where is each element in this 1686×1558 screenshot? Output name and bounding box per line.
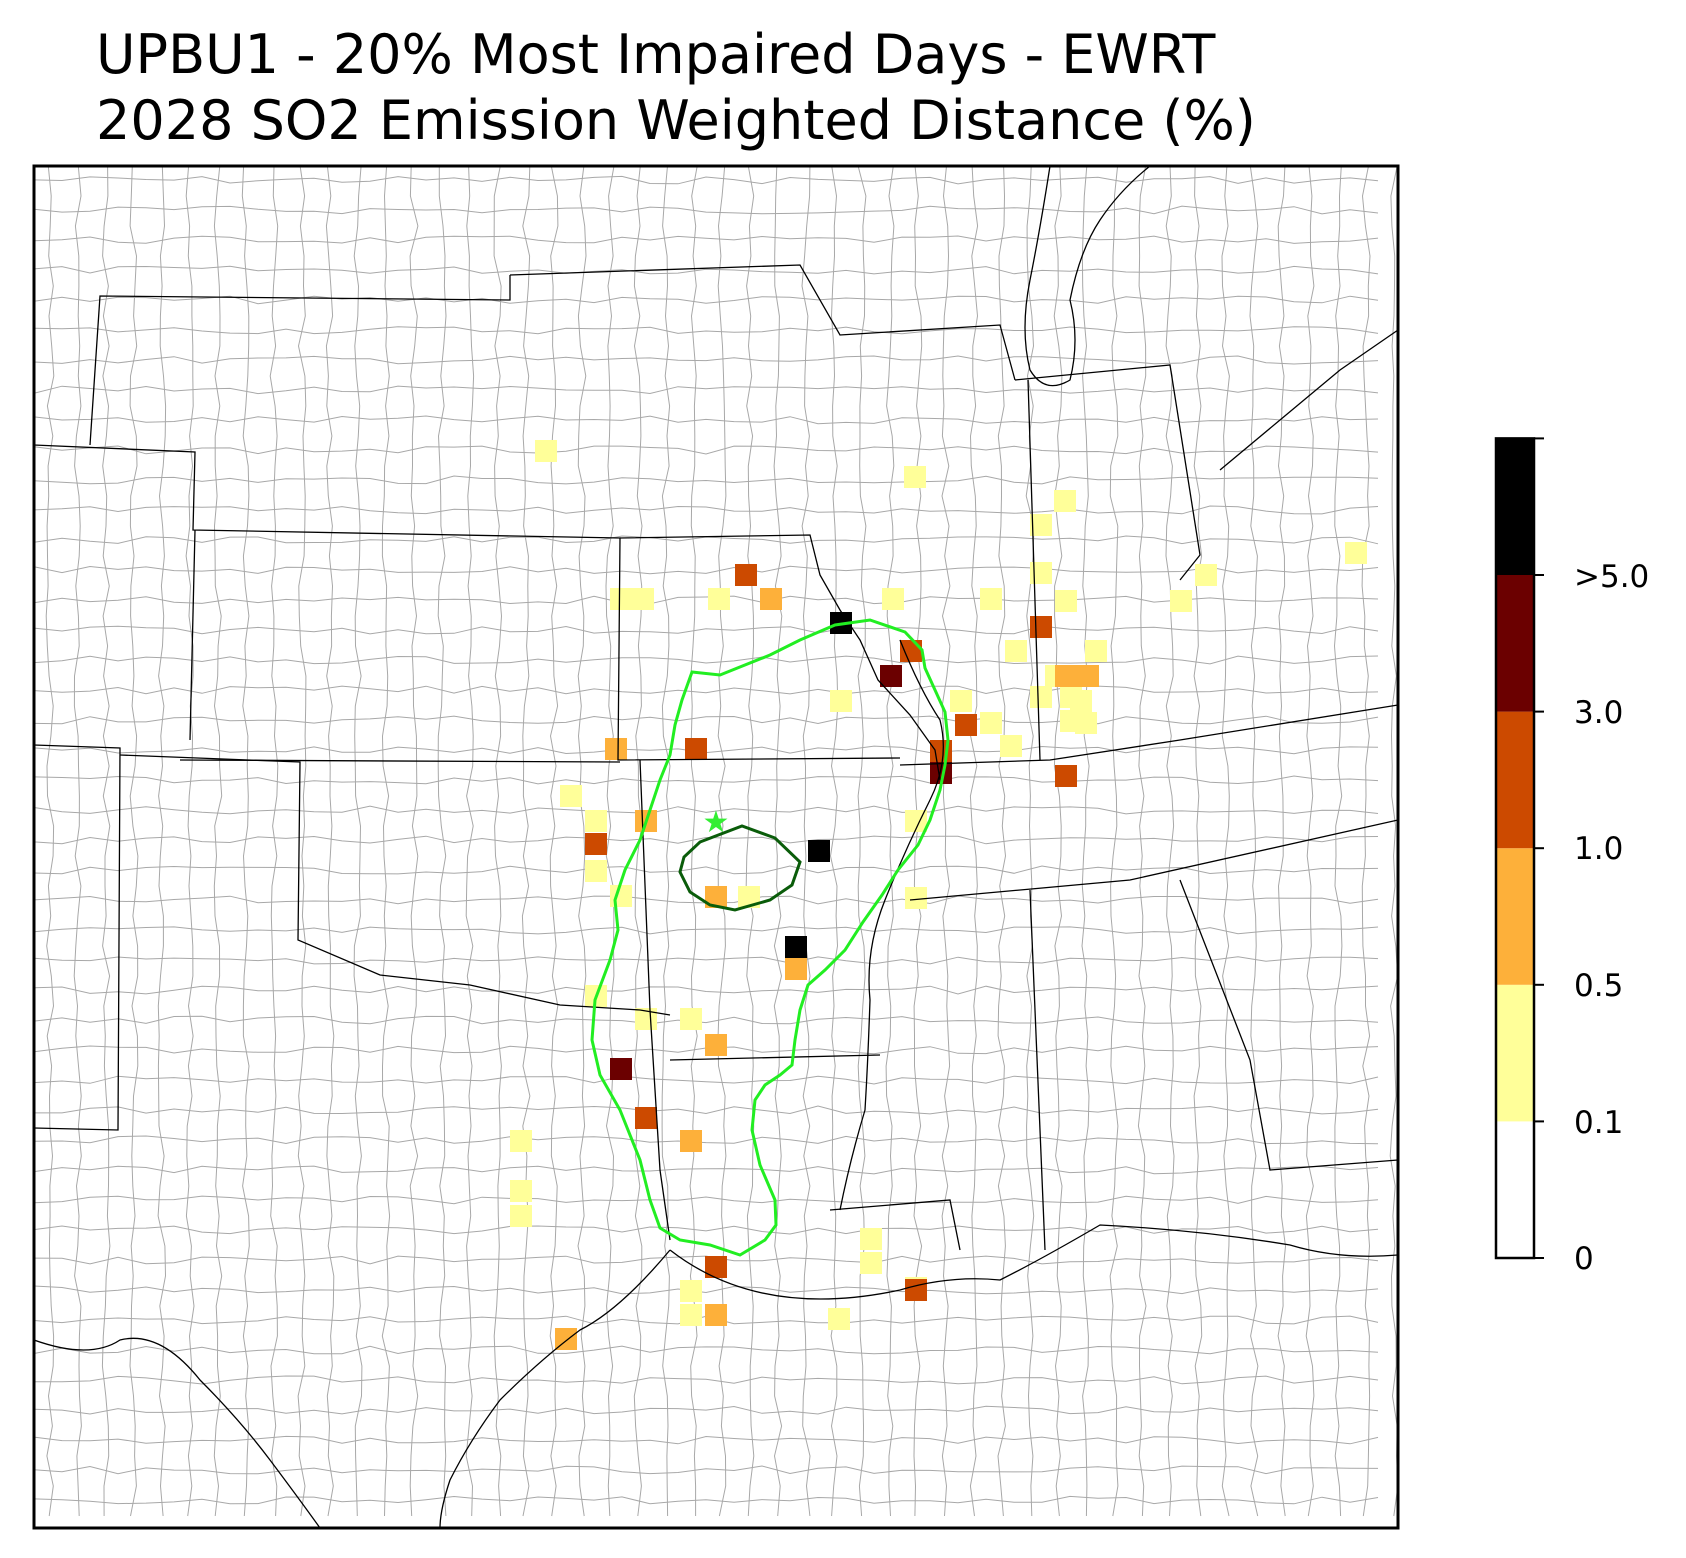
emission-cell — [950, 690, 972, 712]
emission-cell — [1030, 562, 1052, 584]
emission-cell — [605, 738, 627, 760]
title-line-1: UPBU1 - 20% Most Impaired Days - EWRT — [96, 23, 1216, 86]
emission-cell — [930, 762, 952, 784]
emission-cell — [860, 1228, 882, 1250]
colorbar-label-1-0: 1.0 — [1574, 831, 1624, 867]
emission-cell — [610, 885, 632, 907]
emission-cell — [1195, 564, 1217, 586]
emission-cell — [828, 1308, 850, 1330]
emission-cell — [1005, 640, 1027, 662]
emission-cell — [1030, 514, 1052, 536]
emission-cell — [860, 1252, 882, 1274]
colorbar-segment — [1496, 438, 1534, 575]
emission-cell — [760, 588, 782, 610]
emission-cell — [738, 886, 760, 908]
colorbar-segment — [1496, 1121, 1534, 1258]
emission-cell — [785, 958, 807, 980]
chart-title: UPBU1 - 20% Most Impaired Days - EWRT 20… — [96, 22, 1256, 154]
colorbar-segment — [1496, 848, 1534, 985]
colorbar-label-gt-5: >5.0 — [1574, 559, 1650, 595]
emission-cell — [510, 1130, 532, 1152]
emission-cell — [610, 1058, 632, 1080]
emission-cell — [705, 1256, 727, 1278]
emission-cell — [905, 1279, 927, 1301]
star-icon: ★ — [703, 805, 730, 840]
emission-cell — [905, 887, 927, 909]
emission-cell — [680, 1130, 702, 1152]
emission-cell — [705, 1034, 727, 1056]
emission-cell — [560, 785, 582, 807]
map-border — [32, 164, 1400, 1530]
emission-cell — [904, 466, 926, 488]
emission-cell — [955, 714, 977, 736]
emission-cell — [880, 665, 902, 687]
emission-cell — [680, 1008, 702, 1030]
emission-cell — [510, 1180, 532, 1202]
emission-cell — [635, 1107, 657, 1129]
emission-cell — [510, 1205, 532, 1227]
emission-cell — [1055, 765, 1077, 787]
emission-cell — [1060, 710, 1082, 732]
emission-cell — [905, 810, 927, 832]
outer-contour — [590, 618, 950, 1257]
emission-cell — [680, 1280, 702, 1302]
colorbar-segment — [1496, 575, 1534, 712]
emission-cell — [535, 440, 557, 462]
emission-cell — [785, 936, 807, 958]
title-line-2: 2028 SO2 Emission Weighted Distance (%) — [96, 89, 1256, 152]
emission-cell — [1055, 590, 1077, 612]
inner-contour — [678, 824, 802, 912]
emission-cell — [980, 712, 1002, 734]
colorbar-label-0: 0 — [1574, 1241, 1594, 1277]
emission-cell — [1085, 640, 1107, 662]
emission-cell — [610, 588, 654, 610]
emission-cell — [1000, 735, 1022, 757]
county-boundaries — [34, 166, 1398, 1517]
colorbar-label-0-1: 0.1 — [1574, 1105, 1624, 1141]
emission-cell — [680, 1304, 702, 1326]
colorbar-label-0-5: 0.5 — [1574, 968, 1624, 1004]
emission-cell — [585, 860, 607, 882]
emission-cell — [585, 833, 607, 855]
emission-cell — [685, 738, 707, 760]
emission-cell — [708, 588, 730, 610]
emission-cell — [980, 588, 1002, 610]
emission-cell — [1060, 686, 1082, 708]
emission-cell — [1030, 616, 1052, 638]
emission-cell — [830, 690, 852, 712]
emission-cell — [1170, 590, 1192, 612]
colorbar-segment — [1496, 711, 1534, 849]
emission-cell — [1054, 490, 1076, 512]
emission-cell — [585, 810, 607, 832]
state-boundaries — [34, 166, 1398, 1528]
emission-cell — [882, 588, 904, 610]
emission-cell — [705, 1304, 727, 1326]
colorbar-label-3-0: 3.0 — [1574, 695, 1624, 731]
colorbar-segment — [1496, 984, 1534, 1122]
emission-cell — [1345, 542, 1367, 564]
emission-cells — [510, 440, 1367, 1350]
emission-cell — [808, 840, 830, 862]
emission-cell — [735, 564, 757, 586]
emission-cell — [1055, 665, 1099, 687]
emission-cell — [705, 886, 727, 908]
emission-cell — [900, 640, 922, 662]
colorbar — [1494, 437, 1544, 1260]
emission-cell — [1030, 686, 1052, 708]
